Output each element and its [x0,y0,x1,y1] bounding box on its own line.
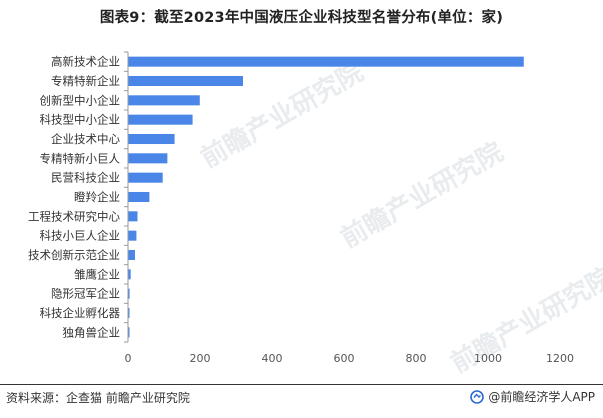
bar [128,327,130,338]
category-label: 高新技术企业 [51,55,120,69]
bar [128,153,168,164]
category-label: 专精特新小巨人 [40,151,121,165]
bar [128,230,137,241]
category-label: 专精特新企业 [51,74,120,88]
category-label: 科技小巨人企业 [40,229,121,243]
bar [128,211,138,222]
bar [128,172,163,183]
category-label: 民营科技企业 [51,171,120,185]
brand-logo-icon [470,389,485,404]
x-tick-label: 200 [190,352,211,365]
x-tick-label: 800 [406,352,427,365]
x-tick-label: 1000 [474,352,502,365]
x-tick-label: 600 [334,352,355,365]
category-label: 瞪羚企业 [74,190,120,204]
category-label: 科技型中小企业 [40,113,121,127]
category-label: 技术创新示范企业 [28,248,120,262]
footer-brand: @前瞻经济学人APP [470,388,595,405]
x-tick-label: 1200 [546,352,574,365]
category-label: 隐形冠军企业 [51,287,120,301]
bar [128,56,524,67]
bar [128,288,130,299]
footer-brand-text: @前瞻经济学人APP [488,390,595,404]
bar [128,191,150,203]
bar [128,307,130,319]
category-label: 创新型中小企业 [40,93,121,107]
bar [128,114,193,125]
category-label: 雏鹰企业 [74,267,120,281]
footer-source: 资料来源：企查猫 前瞻产业研究院 [6,391,190,405]
bar [128,249,135,261]
x-tick-label: 0 [125,352,132,365]
footer-divider [0,384,603,385]
category-label: 科技企业孵化器 [40,306,121,320]
bar [128,75,243,87]
x-tick-label: 400 [262,352,283,365]
category-label: 独角兽企业 [63,325,121,339]
bar [128,269,131,280]
bar [128,95,200,106]
category-label: 企业技术中心 [51,132,120,146]
bar [128,133,175,145]
bar-chart: 高新技术企业专精特新企业创新型中小企业科技型中小企业企业技术中心专精特新小巨人民… [28,51,574,365]
chart-title: 图表9：截至2023年中国液压企业科技型名誉分布(单位：家) [99,10,504,26]
category-label: 工程技术研究中心 [28,209,120,223]
